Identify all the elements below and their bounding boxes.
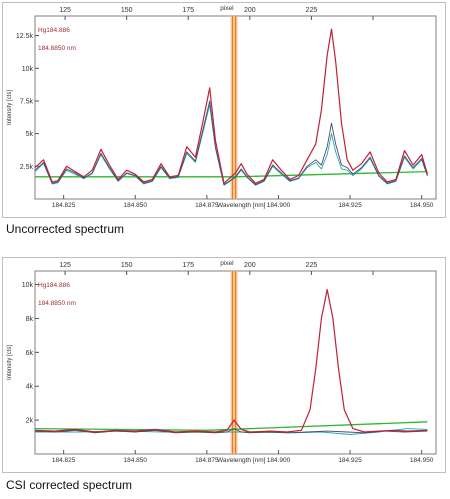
wavelength-axis-label: Wavelength [nm] — [217, 457, 266, 464]
wavelength-tick-label: 184.925 — [338, 457, 362, 464]
pixel-tick-label: 200 — [244, 7, 256, 14]
csi-corrected-spectrum-chart: 125 150 175 200 225 pixel 184.825 184.850 184.87… — [2, 257, 446, 473]
baseline-series-line — [34, 421, 428, 431]
intensity-tick-label: 4k — [26, 384, 34, 391]
uncorrected-spectrum-plot: 125 150 175 200 225 pixel 184.825 184.850 184.87… — [7, 5, 437, 209]
intensity-tick-label: 2k — [26, 418, 34, 425]
reference-series-line — [34, 428, 428, 434]
wavelength-marker-band — [230, 271, 238, 454]
pixel-tick-label: 150 — [121, 262, 133, 269]
intensity-tick-label: 10k — [22, 282, 34, 289]
intensity-tick-label: 7.5k — [20, 98, 34, 105]
intensity-tick-label: 8k — [26, 316, 34, 323]
csi-corrected-caption: CSI corrected spectrum — [6, 478, 133, 492]
intensity-axis-label: Intensity [cts] — [7, 345, 13, 380]
measured-series-line — [34, 28, 428, 184]
pixel-axis-label: pixel — [220, 260, 234, 267]
pixel-tick-label: 125 — [59, 262, 71, 269]
intensity-tick-label: 12.5k — [16, 33, 34, 40]
wavelength-tick-label: 184.950 — [410, 457, 434, 464]
legend-element-name: Hg184.886 — [38, 27, 70, 34]
wavelength-tick-label: 184.875 — [195, 457, 219, 464]
intensity-tick-label: 10k — [22, 66, 34, 73]
legend-wavelength: 184.8850 nm — [38, 300, 76, 307]
wavelength-tick-label: 184.875 — [195, 202, 219, 209]
wavelength-tick-label: 184.950 — [410, 202, 434, 209]
wavelength-tick-label: 184.825 — [52, 202, 76, 209]
pixel-tick-label: 175 — [182, 7, 194, 14]
measured-series-line — [34, 289, 428, 433]
intensity-tick-label: 2.5k — [20, 164, 34, 171]
wavelength-tick-label: 184.900 — [267, 202, 291, 209]
intensity-tick-label: 6k — [26, 350, 34, 357]
reference2-series-line — [34, 104, 428, 186]
csi-corrected-spectrum-plot: 125 150 175 200 225 pixel 184.825 184.850 184.87… — [7, 260, 437, 464]
wavelength-tick-label: 184.825 — [52, 457, 76, 464]
legend-element-name: Hg184.886 — [38, 282, 70, 289]
pixel-tick-label: 200 — [244, 262, 256, 269]
legend-wavelength: 184.8850 nm — [38, 45, 76, 52]
pixel-tick-label: 225 — [306, 7, 318, 14]
wavelength-marker-band — [230, 16, 238, 199]
wavelength-tick-label: 184.925 — [338, 202, 362, 209]
intensity-axis-label: Intensity [cts] — [7, 90, 13, 125]
intensity-tick-label: 5k — [26, 131, 34, 138]
wavelength-tick-label: 184.900 — [267, 457, 291, 464]
pixel-tick-label: 150 — [121, 7, 133, 14]
uncorrected-caption: Uncorrected spectrum — [6, 222, 125, 236]
pixel-tick-label: 125 — [59, 7, 71, 14]
reference-series-line — [34, 100, 428, 186]
wavelength-tick-label: 184.850 — [124, 202, 148, 209]
pixel-tick-label: 175 — [182, 262, 194, 269]
pixel-axis-label: pixel — [220, 5, 234, 12]
uncorrected-spectrum-chart: 125 150 175 200 225 pixel 184.825 184.850 184.87… — [2, 2, 446, 218]
wavelength-tick-label: 184.850 — [124, 457, 148, 464]
pixel-tick-label: 225 — [306, 262, 318, 269]
wavelength-axis-label: Wavelength [nm] — [217, 202, 266, 209]
